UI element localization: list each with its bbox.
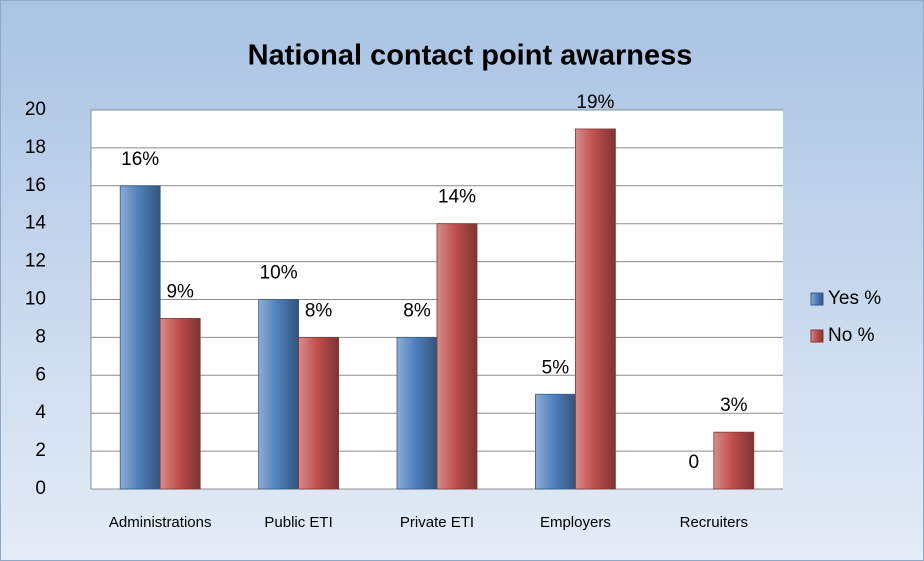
y-tick-label: 4 <box>35 402 46 423</box>
x-tick-label: Employers <box>540 514 611 531</box>
y-tick-label: 6 <box>35 364 46 385</box>
bar <box>535 393 576 490</box>
y-tick-label: 8 <box>35 326 46 347</box>
x-tick-label: Recruiters <box>680 514 748 531</box>
value-label: 8% <box>403 300 431 321</box>
legend-label: No % <box>828 325 875 346</box>
value-label: 8% <box>305 300 333 321</box>
x-tick-label: Public ETI <box>264 514 332 531</box>
y-tick-label: 20 <box>25 99 46 120</box>
y-tick-label: 14 <box>25 213 47 234</box>
y-tick-label: 10 <box>25 289 46 310</box>
legend-swatch <box>810 329 824 343</box>
y-tick-label: 12 <box>25 251 46 272</box>
value-label: 9% <box>166 281 194 302</box>
bar <box>159 318 201 490</box>
y-tick-label: 2 <box>35 440 46 461</box>
value-label: 0 <box>689 452 700 473</box>
value-label: 5% <box>542 357 570 378</box>
value-label: 14% <box>438 187 476 208</box>
value-label: 16% <box>121 149 159 170</box>
chart-title: National contact point awarness <box>248 40 693 72</box>
legend-swatch <box>810 292 824 306</box>
legend-label: Yes % <box>828 288 881 309</box>
bar <box>575 128 616 490</box>
value-label: 19% <box>576 92 614 113</box>
x-tick-label: Private ETI <box>400 514 474 531</box>
y-tick-label: 18 <box>25 137 46 158</box>
bar <box>298 336 340 490</box>
value-label: 3% <box>720 395 748 416</box>
bar <box>258 299 300 490</box>
bar <box>396 336 438 490</box>
bar <box>119 185 161 490</box>
x-tick-label: Administrations <box>109 514 212 531</box>
bar <box>436 223 478 490</box>
y-tick-label: 16 <box>25 175 46 196</box>
bar <box>713 431 755 490</box>
value-label: 10% <box>260 263 298 284</box>
y-tick-label: 0 <box>35 478 46 499</box>
